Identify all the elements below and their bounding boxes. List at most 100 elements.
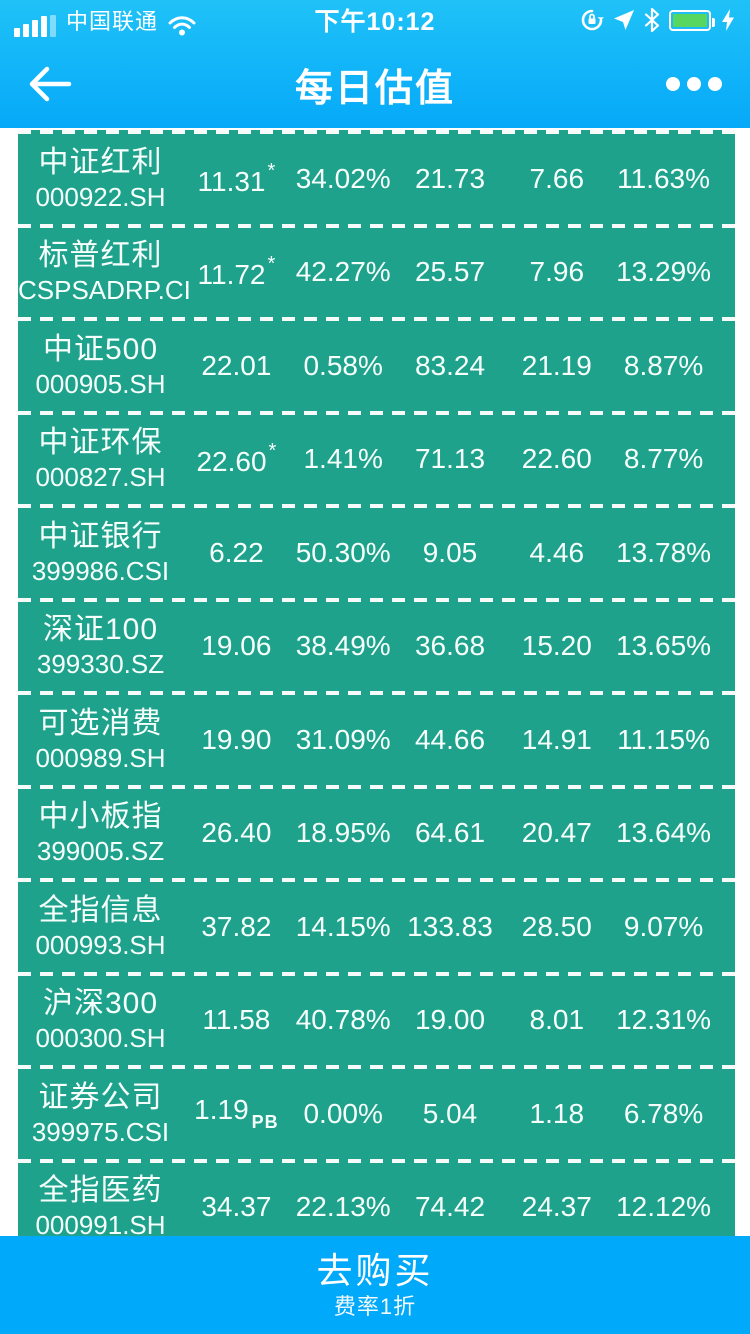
high-value-cell: 64.61: [414, 817, 486, 849]
high-value-cell: 36.68: [414, 630, 486, 662]
pe-value: 22.01: [201, 349, 272, 381]
buy-button[interactable]: 去购买 费率1折: [0, 1236, 750, 1334]
yield-cell: 9.07%: [623, 910, 704, 942]
low-value-cell: 4.46: [529, 536, 585, 568]
pe-value: 22.60: [196, 446, 267, 478]
low-value-cell: 14.91: [521, 723, 592, 755]
pe-value: 37.82: [201, 910, 272, 942]
percentile-cell: 18.95%: [295, 817, 391, 849]
row-divider: [18, 504, 735, 508]
index-code: 399005.SZ: [36, 836, 165, 867]
pe-value-cell: 34.37: [183, 1191, 290, 1223]
table-row: 深证100 399330.SZ 19.06 38.49% 36.68 15.20…: [18, 597, 735, 692]
table-row: 中证红利 000922.SH 11.31 * 34.02% 21.73 7.66 …: [18, 130, 735, 224]
high-value-cell: 9.05: [422, 536, 478, 568]
index-code: 000300.SH: [35, 1023, 166, 1054]
row-divider: [18, 317, 735, 321]
charging-bolt-icon: [722, 9, 734, 31]
pe-value: 11.31: [197, 165, 266, 197]
index-name: 全指信息: [38, 893, 163, 927]
buy-label: 去购买: [316, 1250, 434, 1291]
high-value-cell: 133.83: [407, 910, 493, 942]
high-value-cell: 71.13: [414, 443, 486, 475]
low-value-cell: 20.47: [521, 817, 592, 849]
index-cell: 全指医药 000991.SH: [18, 1172, 183, 1242]
table-row: 中小板指 399005.SZ 26.40 18.95% 64.61 20.47 …: [18, 784, 735, 879]
index-code: CSPSADRP.CI: [18, 275, 191, 306]
pe-value-cell: 22.01: [183, 350, 290, 382]
pe-value: 34.37: [201, 1191, 272, 1223]
low-value-cell: 28.50: [521, 910, 592, 942]
low-value-cell: 15.20: [521, 630, 592, 662]
yield-cell: 13.78%: [616, 536, 712, 568]
orientation-lock-icon: [581, 9, 604, 31]
index-code: 000993.SH: [35, 929, 166, 960]
yield-cell: 11.15%: [617, 723, 711, 755]
yield-cell: 11.63%: [617, 162, 711, 194]
percentile-cell: 40.78%: [295, 1004, 391, 1036]
pe-value: 6.22: [209, 536, 264, 568]
ellipsis-dot: [666, 77, 680, 91]
percentile-cell: 14.15%: [295, 910, 391, 942]
pe-value: 19.90: [201, 723, 272, 755]
status-left: 中国联通: [14, 4, 196, 37]
percentile-cell: 22.13%: [295, 1191, 391, 1223]
index-cell: 证券公司 399975.CSI: [18, 1079, 183, 1149]
pe-value-cell: 1.19 PB: [183, 1094, 290, 1133]
yield-cell: 8.87%: [623, 349, 704, 381]
yield-cell: 12.31%: [616, 1004, 712, 1036]
pe-value-cell: 19.06: [183, 630, 290, 662]
index-code: 000922.SH: [35, 181, 166, 212]
low-value-cell: 22.60: [521, 443, 592, 475]
percentile-cell: 42.27%: [295, 256, 391, 288]
pe-value-cell: 11.31 *: [183, 160, 290, 198]
high-value-cell: 5.04: [422, 1097, 478, 1129]
high-value-cell: 19.00: [414, 1004, 486, 1036]
valuation-table[interactable]: 中证红利 000922.SH 11.31 * 34.02% 21.73 7.66 …: [18, 130, 735, 1334]
high-value-cell: 74.42: [414, 1191, 486, 1223]
index-name: 中证500: [42, 332, 159, 366]
estimate-asterisk: *: [267, 159, 276, 182]
yield-cell: 8.77%: [623, 443, 704, 475]
high-value-cell: 83.24: [414, 349, 486, 381]
pb-marker: PB: [251, 1112, 279, 1133]
status-right: [580, 8, 736, 32]
index-name: 中小板指: [38, 800, 163, 834]
back-button[interactable]: [24, 58, 76, 110]
index-cell: 中证环保 000827.SH: [18, 424, 183, 494]
index-name: 中证环保: [38, 426, 163, 460]
row-divider: [18, 597, 735, 602]
percentile-cell: 50.30%: [295, 536, 391, 568]
percentile-cell: 1.41%: [303, 443, 383, 475]
row-divider: [18, 971, 735, 976]
back-arrow-icon: [29, 66, 72, 102]
index-code: 000905.SH: [35, 368, 166, 399]
more-menu-button[interactable]: [662, 67, 726, 101]
index-name: 中证红利: [38, 145, 163, 179]
index-cell: 中证银行 399986.CSI: [18, 518, 183, 588]
row-divider: [18, 1065, 735, 1069]
bluetooth-icon: [644, 8, 660, 32]
page-title: 每日估值: [294, 67, 455, 110]
pe-value: 1.19: [194, 1094, 249, 1126]
low-value-cell: 24.37: [521, 1191, 592, 1223]
high-value-cell: 21.73: [414, 162, 486, 194]
row-divider: [18, 691, 735, 695]
index-name: 标普红利: [38, 239, 163, 273]
index-cell: 深证100 399330.SZ: [18, 611, 183, 681]
pe-value-cell: 37.82: [183, 911, 290, 943]
estimate-asterisk: *: [268, 440, 277, 463]
row-divider: [18, 410, 735, 415]
percentile-cell: 0.00%: [303, 1097, 383, 1129]
index-code: 399975.CSI: [31, 1116, 170, 1147]
percentile-cell: 0.58%: [303, 349, 383, 381]
pe-value: 11.58: [202, 1004, 271, 1036]
nav-bar: 每日估值: [0, 40, 750, 128]
table-row: 全指医药 000991.SH 34.37 22.13% 74.42 24.37 …: [18, 1158, 735, 1253]
signal-strength-icon: [14, 14, 56, 37]
index-name: 深证100: [42, 613, 159, 647]
percentile-cell: 38.49%: [295, 630, 391, 662]
table-row: 全指信息 000993.SH 37.82 14.15% 133.83 28.50…: [18, 878, 735, 972]
index-name: 证券公司: [38, 1080, 163, 1114]
